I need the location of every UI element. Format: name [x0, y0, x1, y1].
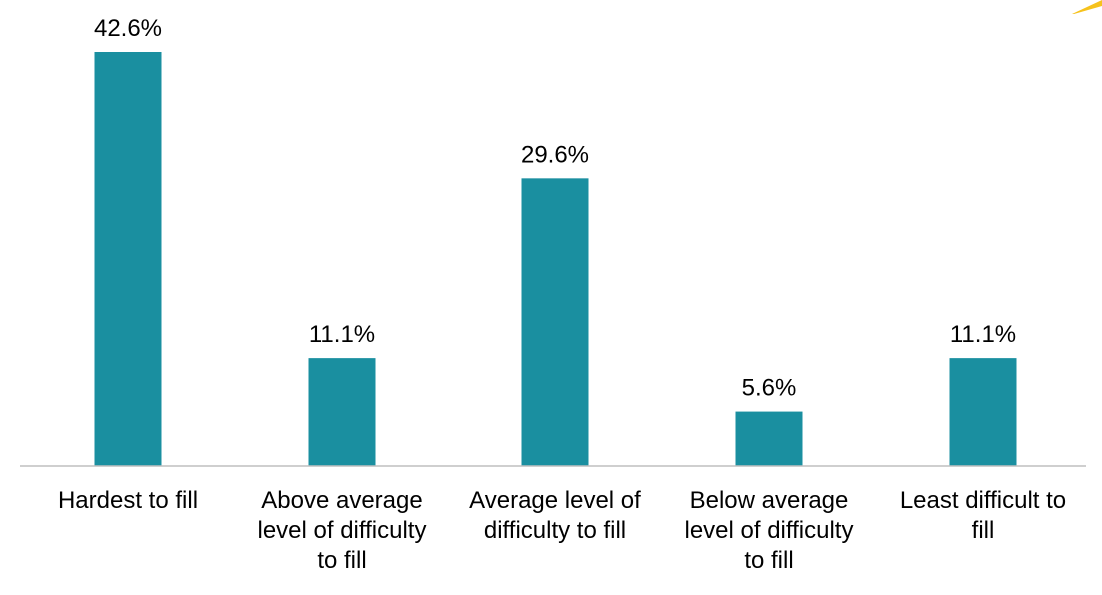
value-label-0: 42.6% — [94, 15, 162, 42]
category-label-line: to fill — [317, 547, 366, 574]
bar-3 — [735, 411, 803, 466]
category-labels-group: Hardest to fill Above average level of dif… — [58, 487, 1066, 574]
category-label-line: level of difficulty — [685, 517, 854, 544]
value-labels-group: 42.6% 11.1% 29.6% 5.6% 11.1% — [94, 15, 1016, 402]
category-label-line: Least difficult to — [900, 487, 1066, 514]
bar-2 — [521, 178, 589, 467]
value-label-3: 5.6% — [742, 375, 797, 402]
category-label-2: Average level of difficulty to fill — [469, 487, 641, 544]
category-label-line: Hardest to fill — [58, 487, 198, 514]
value-label-4: 11.1% — [950, 321, 1016, 348]
category-label-4: Least difficult to fill — [900, 487, 1066, 544]
value-label-2: 29.6% — [521, 141, 589, 168]
category-label-line: Above average — [261, 487, 422, 514]
category-label-line: fill — [972, 517, 995, 544]
corner-accent-shape — [1072, 0, 1102, 14]
category-label-line: difficulty to fill — [484, 517, 626, 544]
category-label-1: Above average level of difficulty to fill — [258, 487, 427, 574]
bar-0 — [94, 52, 162, 466]
bars-group — [94, 52, 1017, 467]
bar-4 — [949, 358, 1017, 466]
category-label-0: Hardest to fill — [58, 487, 198, 514]
bar-1 — [308, 358, 376, 466]
category-label-line: level of difficulty — [258, 517, 427, 544]
category-label-3: Below average level of difficulty to fill — [685, 487, 854, 574]
category-label-line: to fill — [744, 547, 793, 574]
category-label-line: Below average — [690, 487, 849, 514]
value-label-1: 11.1% — [309, 321, 375, 348]
category-label-line: Average level of — [469, 487, 641, 514]
